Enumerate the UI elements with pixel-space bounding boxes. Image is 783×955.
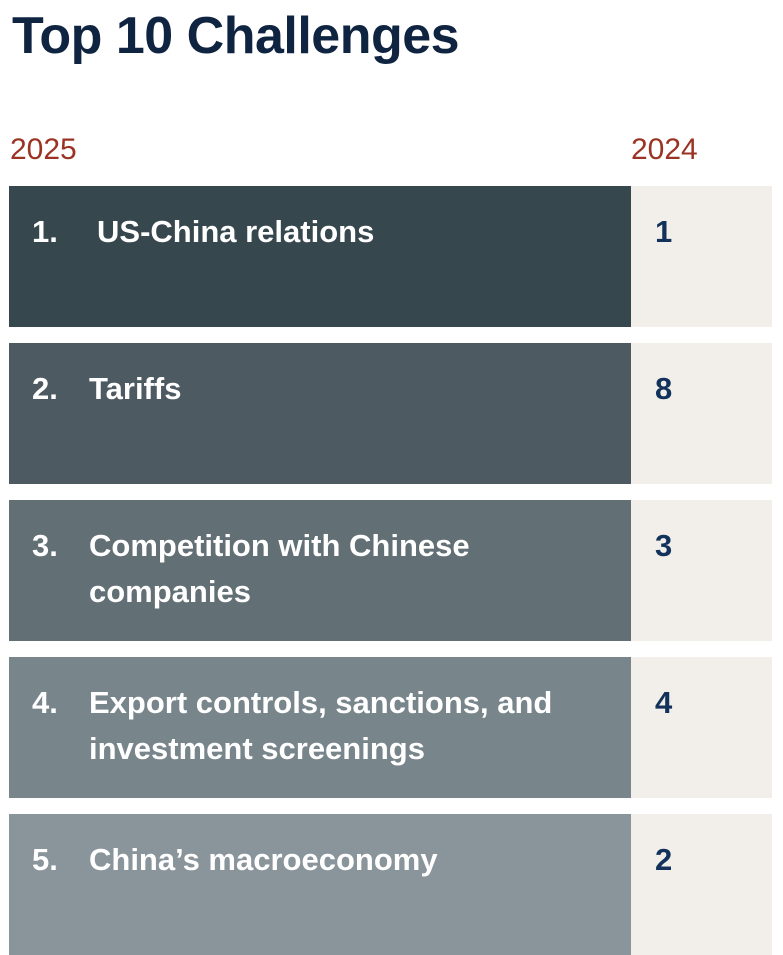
prior-rank: 4 xyxy=(655,685,673,720)
prior-rank: 8 xyxy=(655,371,673,406)
prior-rank: 3 xyxy=(655,528,673,563)
challenge-label: China’s macroeconomy xyxy=(89,842,438,877)
challenge-rank: 2. xyxy=(32,371,58,406)
challenge-row: 2. Tariffs 8 xyxy=(9,343,772,484)
challenge-rank: 4. xyxy=(32,685,58,720)
challenge-row: 5. China’s macroeconomy 2 xyxy=(9,814,772,955)
prior-year-label: 2024 xyxy=(631,133,698,166)
current-year-label: 2025 xyxy=(10,133,77,166)
challenge-bar: 2. Tariffs xyxy=(9,343,631,484)
challenge-label: Export controls, sanctions, and investme… xyxy=(89,685,553,766)
prior-rank: 2 xyxy=(655,842,673,877)
page-title: Top 10 Challenges xyxy=(12,7,460,65)
prior-rank: 1 xyxy=(655,214,673,249)
challenge-row: 3. Competition with Chinese companies 3 xyxy=(9,500,772,641)
challenge-row: 4. Export controls, sanctions, and inves… xyxy=(9,657,772,798)
challenge-label: Competition with Chinese companies xyxy=(89,528,470,609)
prior-rank-cell: 1 xyxy=(631,186,772,327)
challenge-rank: 1. xyxy=(32,214,58,249)
prior-rank-cell: 3 xyxy=(631,500,772,641)
challenge-rank: 5. xyxy=(32,842,58,877)
challenge-row: 1. US-China relations 1 xyxy=(9,186,772,327)
challenge-bar: 5. China’s macroeconomy xyxy=(9,814,631,955)
challenge-label: Tariffs xyxy=(89,371,182,406)
challenge-bar: 3. Competition with Chinese companies xyxy=(9,500,631,641)
challenge-label: US-China relations xyxy=(97,214,375,249)
challenge-bar: 4. Export controls, sanctions, and inves… xyxy=(9,657,631,798)
challenges-list: 1. US-China relations 1 2. Tariffs 8 3. … xyxy=(9,186,772,955)
prior-rank-cell: 2 xyxy=(631,814,772,955)
challenge-rank: 3. xyxy=(32,528,58,563)
prior-rank-cell: 8 xyxy=(631,343,772,484)
prior-rank-cell: 4 xyxy=(631,657,772,798)
challenge-bar: 1. US-China relations xyxy=(9,186,631,327)
